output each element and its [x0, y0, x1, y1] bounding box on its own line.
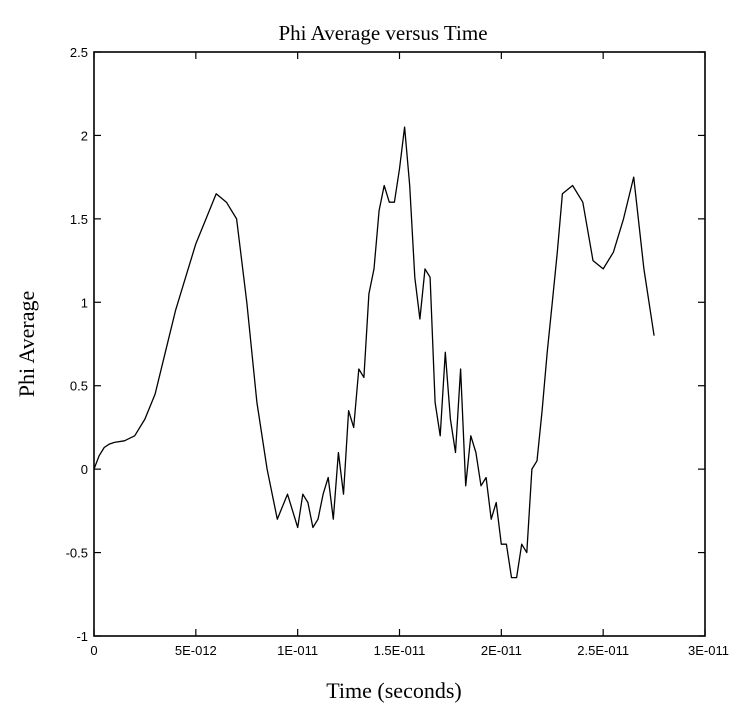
y-tick-label: 0.5	[70, 379, 88, 394]
plot-frame	[93, 51, 706, 637]
y-tick-label: 2	[81, 128, 88, 143]
y-tick-label: 1	[81, 295, 88, 310]
series-line	[93, 126, 655, 579]
x-tick-label: 2E-011	[481, 643, 522, 658]
y-tick-label: -1	[76, 629, 88, 644]
x-axis-label: Time (seconds)	[326, 678, 461, 703]
x-tick-label: 2.5E-011	[577, 643, 629, 658]
y-tick-label: 2.5	[70, 45, 88, 60]
x-tick-label: 5E-012	[175, 643, 217, 658]
y-tick-label: 1.5	[70, 212, 88, 227]
y-tick-label: -0.5	[66, 546, 88, 561]
x-tick-label: 0	[90, 643, 97, 658]
y-tick-label: 0	[81, 462, 88, 477]
x-axis-ticks: 0 5E-012 1E-011 1.5E-011 2E-011 2.5E-011 3E-01…	[90, 52, 729, 658]
series-group	[93, 126, 655, 579]
x-tick-label: 1.5E-011	[374, 643, 426, 658]
x-tick-label: 3E-011	[688, 643, 729, 658]
x-tick-label: 1E-011	[277, 643, 318, 658]
y-axis-label: Phi Average	[14, 291, 39, 398]
y-axis-ticks: -1 -0.5 0 0.5 1 1.5 2 2.5	[66, 45, 705, 644]
chart-title: Phi Average versus Time	[278, 21, 487, 45]
